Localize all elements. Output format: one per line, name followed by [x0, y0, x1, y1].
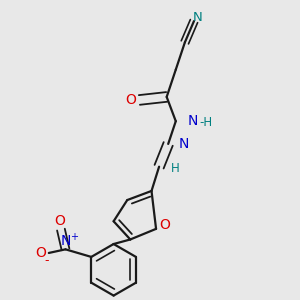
Text: N: N	[179, 137, 190, 151]
Text: N: N	[193, 11, 203, 24]
Text: O: O	[160, 218, 171, 232]
Text: N: N	[187, 114, 198, 128]
Text: O: O	[54, 214, 65, 228]
Text: O: O	[125, 93, 136, 107]
Text: -: -	[45, 254, 49, 267]
Text: N: N	[60, 234, 71, 248]
Text: O: O	[35, 246, 46, 260]
Text: -H: -H	[199, 116, 212, 129]
Text: +: +	[70, 232, 78, 242]
Text: H: H	[170, 162, 179, 175]
